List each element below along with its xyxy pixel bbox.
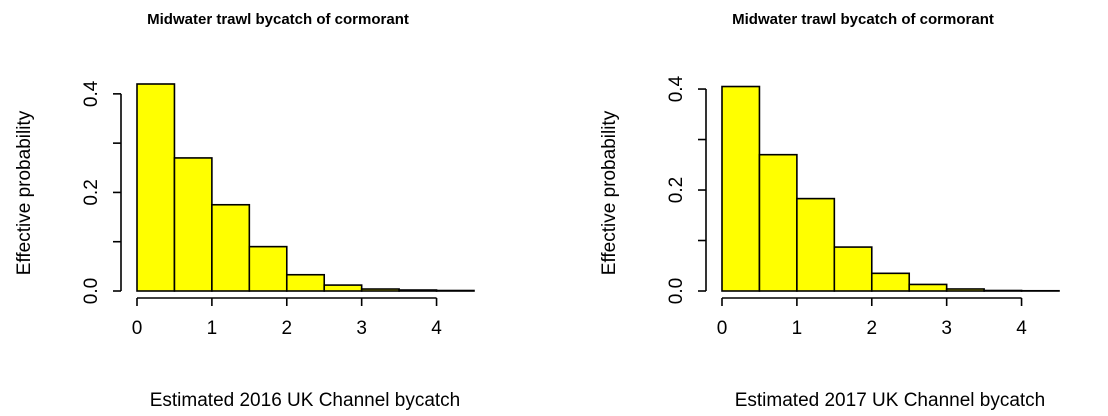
histogram-bar bbox=[721, 85, 761, 292]
histogram-bar bbox=[136, 83, 176, 292]
x-axis-label: Estimated 2017 UK Channel bycatch bbox=[735, 390, 1046, 411]
histogram-bar bbox=[833, 246, 873, 292]
x-tick-label: 3 bbox=[356, 318, 367, 339]
y-axis-label: Effective probability bbox=[599, 110, 620, 275]
histogram-2016: Midwater trawl bycatch of cormorant Effe… bbox=[14, 11, 475, 411]
axes: 0 1 2 3 4 0.0 0.2 0.4 bbox=[666, 75, 1027, 339]
x-tick-label: 2 bbox=[866, 318, 877, 339]
histogram-bar bbox=[758, 153, 798, 292]
x-tick-label: 1 bbox=[207, 318, 218, 339]
y-tick-label: 0.0 bbox=[666, 278, 687, 304]
bars bbox=[136, 83, 475, 292]
x-axis-label: Estimated 2016 UK Channel bycatch bbox=[150, 390, 461, 411]
y-tick-label: 0.4 bbox=[81, 80, 102, 107]
histogram-bar bbox=[173, 157, 213, 292]
histogram-bar bbox=[945, 288, 985, 292]
x-tick-label: 0 bbox=[717, 318, 728, 339]
histogram-bar bbox=[983, 289, 1023, 292]
y-tick-label: 0.2 bbox=[666, 177, 687, 203]
x-tick-label: 4 bbox=[431, 318, 442, 339]
histogram-bar bbox=[360, 288, 400, 292]
histogram-bar bbox=[211, 203, 251, 292]
y-tick-label: 0.4 bbox=[666, 75, 687, 102]
histogram-bar bbox=[870, 272, 911, 292]
x-tick-label: 3 bbox=[941, 318, 952, 339]
bars bbox=[721, 85, 1060, 292]
x-tick-label: 1 bbox=[792, 318, 803, 339]
histogram-bar bbox=[908, 283, 948, 292]
histogram-2017: Midwater trawl bycatch of cormorant Effe… bbox=[599, 11, 1060, 411]
histogram-bar bbox=[248, 245, 288, 292]
histogram-bar bbox=[398, 289, 438, 292]
x-tick-label: 2 bbox=[281, 318, 292, 339]
chart-title: Midwater trawl bycatch of cormorant bbox=[732, 11, 994, 28]
histogram-bar bbox=[285, 273, 326, 292]
histogram-panel-2017: Midwater trawl bycatch of cormorant Effe… bbox=[585, 0, 1108, 416]
y-tick-label: 0.0 bbox=[81, 278, 102, 304]
y-tick-label: 0.2 bbox=[81, 179, 102, 205]
histogram-bar bbox=[796, 197, 836, 292]
axes: 0 1 2 3 4 0.0 0.2 0.4 bbox=[81, 80, 442, 339]
x-tick-label: 4 bbox=[1016, 318, 1027, 339]
histogram-panel-2016: Midwater trawl bycatch of cormorant Effe… bbox=[14, 11, 475, 411]
x-tick-label: 0 bbox=[132, 318, 143, 339]
chart-title: Midwater trawl bycatch of cormorant bbox=[147, 11, 409, 28]
histogram-bar bbox=[323, 284, 363, 292]
y-axis-label: Effective probability bbox=[14, 110, 35, 275]
